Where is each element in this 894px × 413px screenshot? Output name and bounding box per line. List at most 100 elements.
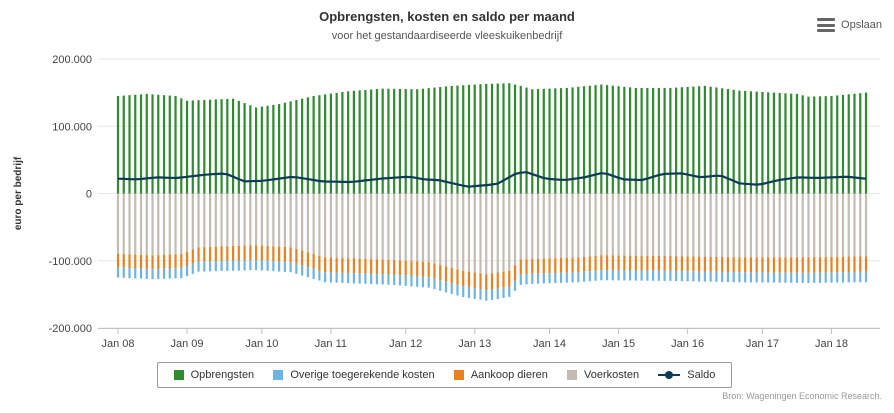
bar-aankoop-dieren bbox=[168, 254, 171, 269]
bar-overige-kosten bbox=[864, 271, 868, 283]
bar-voerkosten bbox=[329, 193, 332, 258]
bar-opbrengsten bbox=[134, 94, 137, 194]
bar-voerkosten bbox=[767, 193, 770, 258]
bar-opbrengsten bbox=[462, 85, 465, 194]
legend-item-aankoop[interactable]: Aankoop dieren bbox=[453, 369, 548, 381]
bar-voerkosten bbox=[525, 193, 528, 260]
bar-voerkosten bbox=[847, 193, 850, 257]
bar-overige-kosten bbox=[404, 275, 407, 286]
legend-label-aankoop: Aankoop dieren bbox=[470, 369, 548, 381]
bar-aankoop-dieren bbox=[410, 261, 413, 277]
bar-voerkosten bbox=[249, 193, 252, 246]
bar-voerkosten bbox=[116, 193, 120, 255]
bar-aankoop-dieren bbox=[324, 257, 327, 273]
bar-overige-kosten bbox=[663, 270, 666, 281]
bar-aankoop-dieren bbox=[490, 273, 494, 290]
bar-overige-kosten bbox=[565, 272, 568, 283]
bar-voerkosten bbox=[663, 193, 666, 256]
legend-item-opbrengsten[interactable]: Opbrengsten bbox=[173, 369, 254, 381]
bar-aankoop-dieren bbox=[617, 255, 620, 271]
bar-voerkosten bbox=[536, 193, 540, 259]
bar-overige-kosten bbox=[208, 261, 212, 272]
bar-overige-kosten bbox=[559, 272, 563, 283]
bar-aankoop-dieren bbox=[439, 265, 442, 281]
bar-opbrengsten bbox=[813, 96, 816, 194]
bar-voerkosten bbox=[807, 193, 810, 258]
bar-overige-kosten bbox=[427, 277, 430, 288]
bar-overige-kosten bbox=[134, 268, 137, 279]
bar-overige-kosten bbox=[162, 268, 166, 279]
bar-opbrengsten bbox=[231, 98, 235, 194]
bar-voerkosten bbox=[237, 193, 240, 246]
bar-opbrengsten bbox=[531, 89, 534, 194]
bar-voerkosten bbox=[513, 193, 517, 266]
bar-opbrengsten bbox=[640, 87, 643, 194]
bar-voerkosten bbox=[772, 193, 776, 258]
bar-voerkosten bbox=[640, 193, 643, 256]
bar-voerkosten bbox=[508, 193, 511, 271]
x-tick-label: Jan 13 bbox=[458, 338, 491, 350]
y-tick-label: 0 bbox=[86, 189, 92, 201]
bar-opbrengsten bbox=[698, 86, 701, 194]
bar-overige-kosten bbox=[185, 265, 189, 276]
bar-aankoop-dieren bbox=[853, 256, 856, 272]
bar-voerkosten bbox=[646, 193, 649, 256]
export-menu-label: Opslaan bbox=[841, 19, 882, 31]
bar-voerkosten bbox=[830, 193, 833, 257]
bar-voerkosten bbox=[450, 193, 453, 268]
bar-overige-kosten bbox=[623, 270, 626, 281]
bar-voerkosten bbox=[272, 193, 275, 247]
bar-opbrengsten bbox=[214, 99, 217, 194]
legend-label-overige: Overige toegerekende kosten bbox=[290, 369, 435, 381]
bar-overige-kosten bbox=[226, 260, 229, 271]
bar-voerkosten bbox=[726, 193, 730, 258]
bar-overige-kosten bbox=[433, 278, 436, 290]
x-tick-label: Jan 11 bbox=[315, 338, 347, 350]
bar-aankoop-dieren bbox=[485, 274, 488, 291]
bar-aankoop-dieren bbox=[318, 255, 321, 271]
export-menu-button[interactable]: Opslaan bbox=[817, 18, 882, 32]
bar-opbrengsten bbox=[617, 86, 620, 194]
bar-voerkosten bbox=[628, 193, 632, 256]
bar-opbrengsten bbox=[628, 87, 632, 194]
bar-voerkosten bbox=[145, 193, 148, 256]
bar-voerkosten bbox=[836, 193, 839, 257]
bar-voerkosten bbox=[732, 193, 735, 258]
bar-voerkosten bbox=[853, 193, 856, 257]
bar-opbrengsten bbox=[243, 103, 246, 194]
bar-opbrengsten bbox=[611, 85, 614, 194]
x-tick-label: Jan 12 bbox=[389, 338, 422, 350]
bar-aankoop-dieren bbox=[295, 248, 298, 264]
bar-overige-kosten bbox=[301, 265, 304, 276]
bar-overige-kosten bbox=[680, 271, 683, 282]
bar-opbrengsten bbox=[761, 91, 764, 194]
bar-opbrengsten bbox=[749, 91, 753, 194]
bar-aankoop-dieren bbox=[864, 256, 868, 272]
bar-overige-kosten bbox=[628, 270, 632, 281]
bar-voerkosten bbox=[444, 193, 448, 267]
x-tick-label: Jan 16 bbox=[671, 338, 704, 350]
bar-overige-kosten bbox=[531, 273, 534, 284]
bar-opbrengsten bbox=[600, 84, 603, 194]
saldo-line bbox=[117, 171, 867, 188]
legend-item-overige[interactable]: Overige toegerekende kosten bbox=[273, 369, 435, 381]
bar-voerkosten bbox=[128, 193, 131, 255]
bar-aankoop-dieren bbox=[519, 259, 522, 275]
bar-aankoop-dieren bbox=[600, 255, 603, 271]
bar-voerkosten bbox=[295, 193, 298, 249]
bar-voerkosten bbox=[341, 193, 344, 259]
bar-opbrengsten bbox=[260, 106, 263, 194]
legend-item-saldo[interactable]: Saldo bbox=[658, 369, 715, 381]
bar-overige-kosten bbox=[795, 272, 799, 283]
legend-item-voer[interactable]: Voerkosten bbox=[567, 369, 639, 381]
bar-aankoop-dieren bbox=[197, 247, 200, 262]
bar-voerkosten bbox=[404, 193, 407, 261]
bar-aankoop-dieren bbox=[283, 246, 286, 262]
bar-aankoop-dieren bbox=[231, 246, 235, 261]
bar-overige-kosten bbox=[807, 272, 810, 283]
bar-aankoop-dieren bbox=[726, 257, 730, 272]
bar-opbrengsten bbox=[801, 95, 804, 194]
bar-opbrengsten bbox=[185, 100, 189, 194]
bar-voerkosten bbox=[611, 193, 614, 256]
